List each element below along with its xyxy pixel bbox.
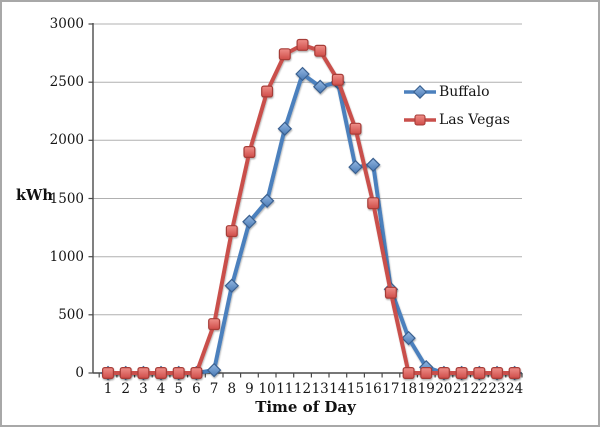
x-tick-label: 14: [329, 381, 347, 397]
x-tick-label: 24: [506, 381, 524, 397]
y-axis-title: kWh: [16, 187, 53, 204]
y-tick-label: 500: [58, 306, 84, 323]
las-vegas-series-marker-icon: [403, 113, 437, 127]
legend-item-buffalo: Buffalo: [403, 84, 510, 100]
x-tick-label: 17: [382, 381, 400, 397]
x-tick-label: 3: [139, 381, 148, 397]
legend-item-las-vegas: Las Vegas: [403, 112, 510, 128]
x-tick-label: 21: [453, 381, 471, 397]
y-tick-label: 0: [75, 365, 84, 381]
x-tick-label: 20: [435, 381, 453, 397]
x-tick-label: 5: [174, 381, 184, 397]
x-tick-label: 22: [470, 381, 488, 397]
x-tick-label: 7: [209, 381, 219, 397]
y-tick-label: 2500: [49, 74, 84, 91]
x-tick-label: 11: [276, 381, 294, 397]
x-tick-label: 16: [364, 381, 382, 397]
x-tick-label: 1: [103, 381, 113, 397]
legend: Buffalo Las Vegas: [403, 84, 510, 140]
x-axis-title: Time of Day: [255, 398, 356, 416]
x-tick-label: 8: [227, 381, 237, 397]
x-tick-label: 19: [417, 381, 435, 397]
x-tick-label: 13: [311, 381, 329, 397]
y-tick-label: 1000: [49, 248, 84, 265]
x-axis-tick-labels: 1 2 3 4 5 6 7 8 9 10 11 12 13 14 15 16 17 18 19 20 21 22 23 24: [2, 380, 598, 398]
y-tick-label: 2000: [49, 132, 84, 149]
x-tick-label: 23: [488, 381, 506, 397]
x-tick-label: 9: [245, 381, 254, 397]
x-tick-label: 4: [156, 381, 166, 397]
y-axis-tick-labels: 0 500 1000 1500 2000 2500 3000: [2, 2, 92, 425]
y-tick-label: 3000: [49, 16, 84, 32]
x-tick-label: 6: [192, 381, 201, 397]
x-tick-label: 10: [258, 381, 276, 397]
x-tick-label: 18: [399, 381, 418, 397]
x-tick-label: 12: [293, 381, 312, 397]
buffalo-series-marker-icon: [403, 85, 437, 99]
legend-label-las-vegas: Las Vegas: [439, 112, 510, 128]
x-tick-label: 15: [346, 381, 365, 397]
x-tick-label: 2: [121, 381, 130, 397]
legend-label-buffalo: Buffalo: [439, 84, 490, 100]
y-tick-label: 1500: [49, 190, 84, 207]
